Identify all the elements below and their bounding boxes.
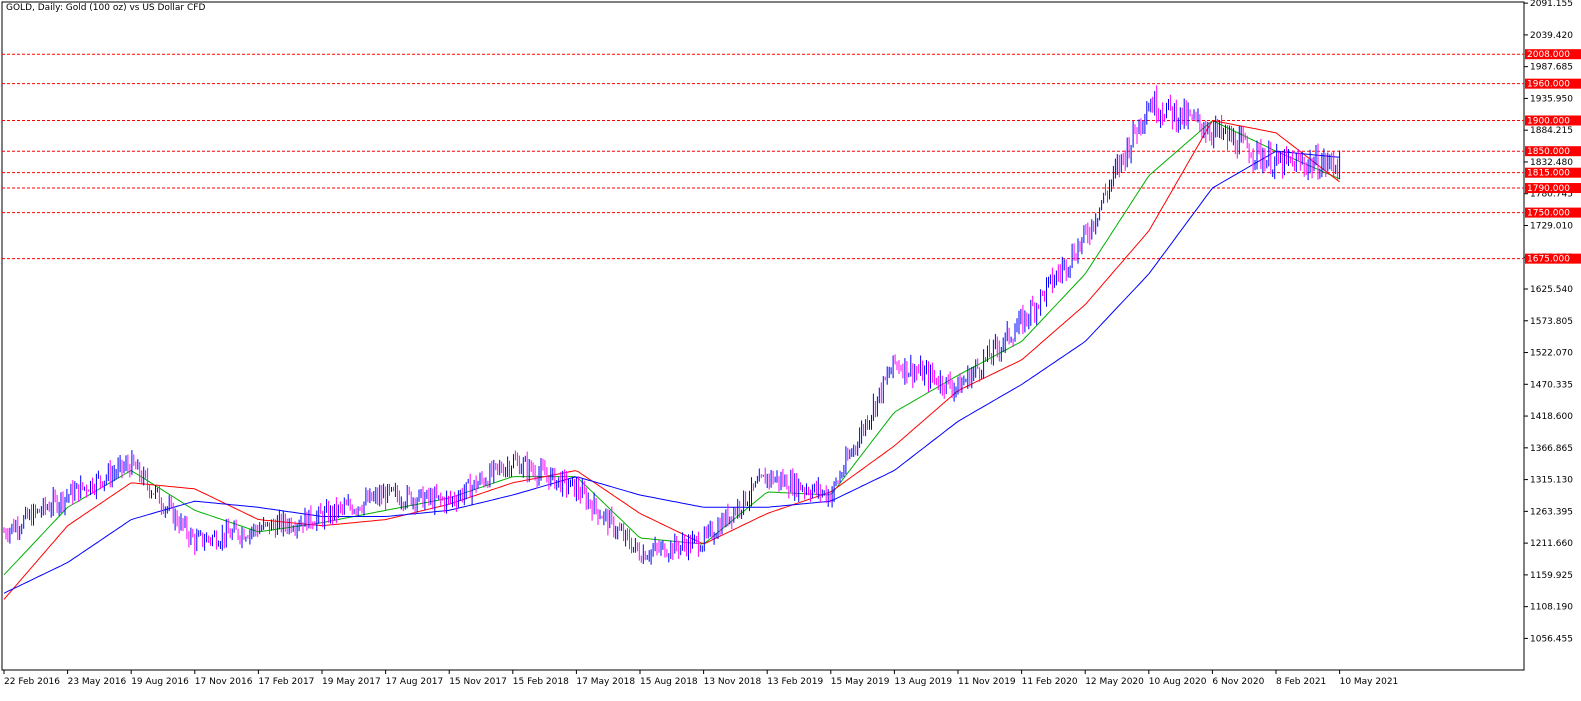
- x-tick-label: 15 Aug 2018: [640, 677, 698, 687]
- ma-fast-line: [3, 120, 1340, 576]
- y-tick-label: 1625.540: [1530, 285, 1573, 295]
- y-tick-label: 1522.070: [1530, 349, 1573, 359]
- x-tick-label: 17 May 2018: [576, 677, 635, 687]
- y-tick-label: 1366.865: [1530, 444, 1573, 454]
- x-tick-label: 22 Feb 2016: [4, 677, 60, 687]
- x-tick-label: 11 Feb 2020: [1022, 677, 1078, 687]
- x-tick-label: 12 May 2020: [1085, 677, 1144, 687]
- x-tick-label: 8 Feb 2021: [1276, 677, 1326, 687]
- level-label-bg: [1525, 115, 1581, 126]
- y-tick-label: 1987.685: [1530, 63, 1573, 73]
- x-tick-label: 15 May 2019: [831, 677, 890, 687]
- y-tick-label: 1108.190: [1530, 603, 1573, 613]
- level-label: 1675.000: [1527, 255, 1570, 265]
- x-tick-label: 13 Feb 2019: [767, 677, 823, 687]
- y-tick-label: 1159.925: [1530, 571, 1573, 581]
- y-tick-label: 1573.805: [1530, 317, 1573, 327]
- y-tick-label: 1780.745: [1530, 190, 1573, 200]
- level-label-bg: [1525, 167, 1581, 178]
- x-tick-label: 10 Aug 2020: [1149, 677, 1207, 687]
- ma-medium-line: [3, 120, 1340, 600]
- y-tick-label: 1315.130: [1530, 476, 1573, 486]
- x-tick-label: 17 Nov 2016: [195, 677, 253, 687]
- y-tick-label: 1263.395: [1530, 507, 1573, 517]
- level-label-bg: [1525, 146, 1581, 157]
- level-label-bg: [1525, 49, 1581, 60]
- x-tick-label: 11 Nov 2019: [958, 677, 1016, 687]
- x-tick-label: 13 Aug 2019: [894, 677, 952, 687]
- level-label: 1750.000: [1527, 209, 1570, 219]
- x-tick-label: 13 Nov 2018: [704, 677, 762, 687]
- ma-slow-line: [3, 150, 1340, 594]
- level-label-bg: [1525, 183, 1581, 194]
- x-tick-label: 17 Feb 2017: [258, 677, 314, 687]
- y-tick-label: 2039.420: [1530, 31, 1573, 41]
- x-tick-label: 19 Aug 2016: [131, 677, 189, 687]
- x-tick-label: 17 Aug 2017: [386, 677, 444, 687]
- level-label: 1900.000: [1527, 116, 1570, 126]
- level-label-bg: [1525, 253, 1581, 264]
- chart-title: GOLD, Daily: Gold (100 oz) vs US Dollar …: [6, 3, 206, 13]
- x-tick-label: 15 Nov 2017: [449, 677, 507, 687]
- x-tick-label: 10 May 2021: [1340, 677, 1399, 687]
- x-tick-label: 23 May 2016: [68, 677, 127, 687]
- y-tick-label: 1211.660: [1530, 539, 1573, 549]
- plot-frame: [1, 1, 1525, 671]
- level-label: 1850.000: [1527, 147, 1570, 157]
- level-label: 1815.000: [1527, 169, 1570, 179]
- level-label-bg: [1525, 207, 1581, 218]
- y-tick-label: 2091.155: [1530, 0, 1573, 9]
- y-tick-label: 1935.950: [1530, 94, 1573, 104]
- y-tick-label: 1470.335: [1530, 380, 1573, 390]
- x-tick-label: 6 Nov 2020: [1212, 677, 1264, 687]
- level-label: 1790.000: [1527, 184, 1570, 194]
- level-label: 2008.000: [1527, 50, 1570, 60]
- y-tick-label: 1418.600: [1530, 412, 1573, 422]
- level-label-bg: [1525, 78, 1581, 89]
- level-label: 1960.000: [1527, 80, 1570, 90]
- y-tick-label: 1729.010: [1530, 221, 1573, 231]
- x-tick-label: 19 May 2017: [322, 677, 381, 687]
- y-tick-label: 1832.480: [1530, 158, 1573, 168]
- x-tick-label: 15 Feb 2018: [513, 677, 569, 687]
- y-tick-label: 1056.455: [1530, 634, 1573, 644]
- y-tick-label: 1884.215: [1530, 126, 1573, 136]
